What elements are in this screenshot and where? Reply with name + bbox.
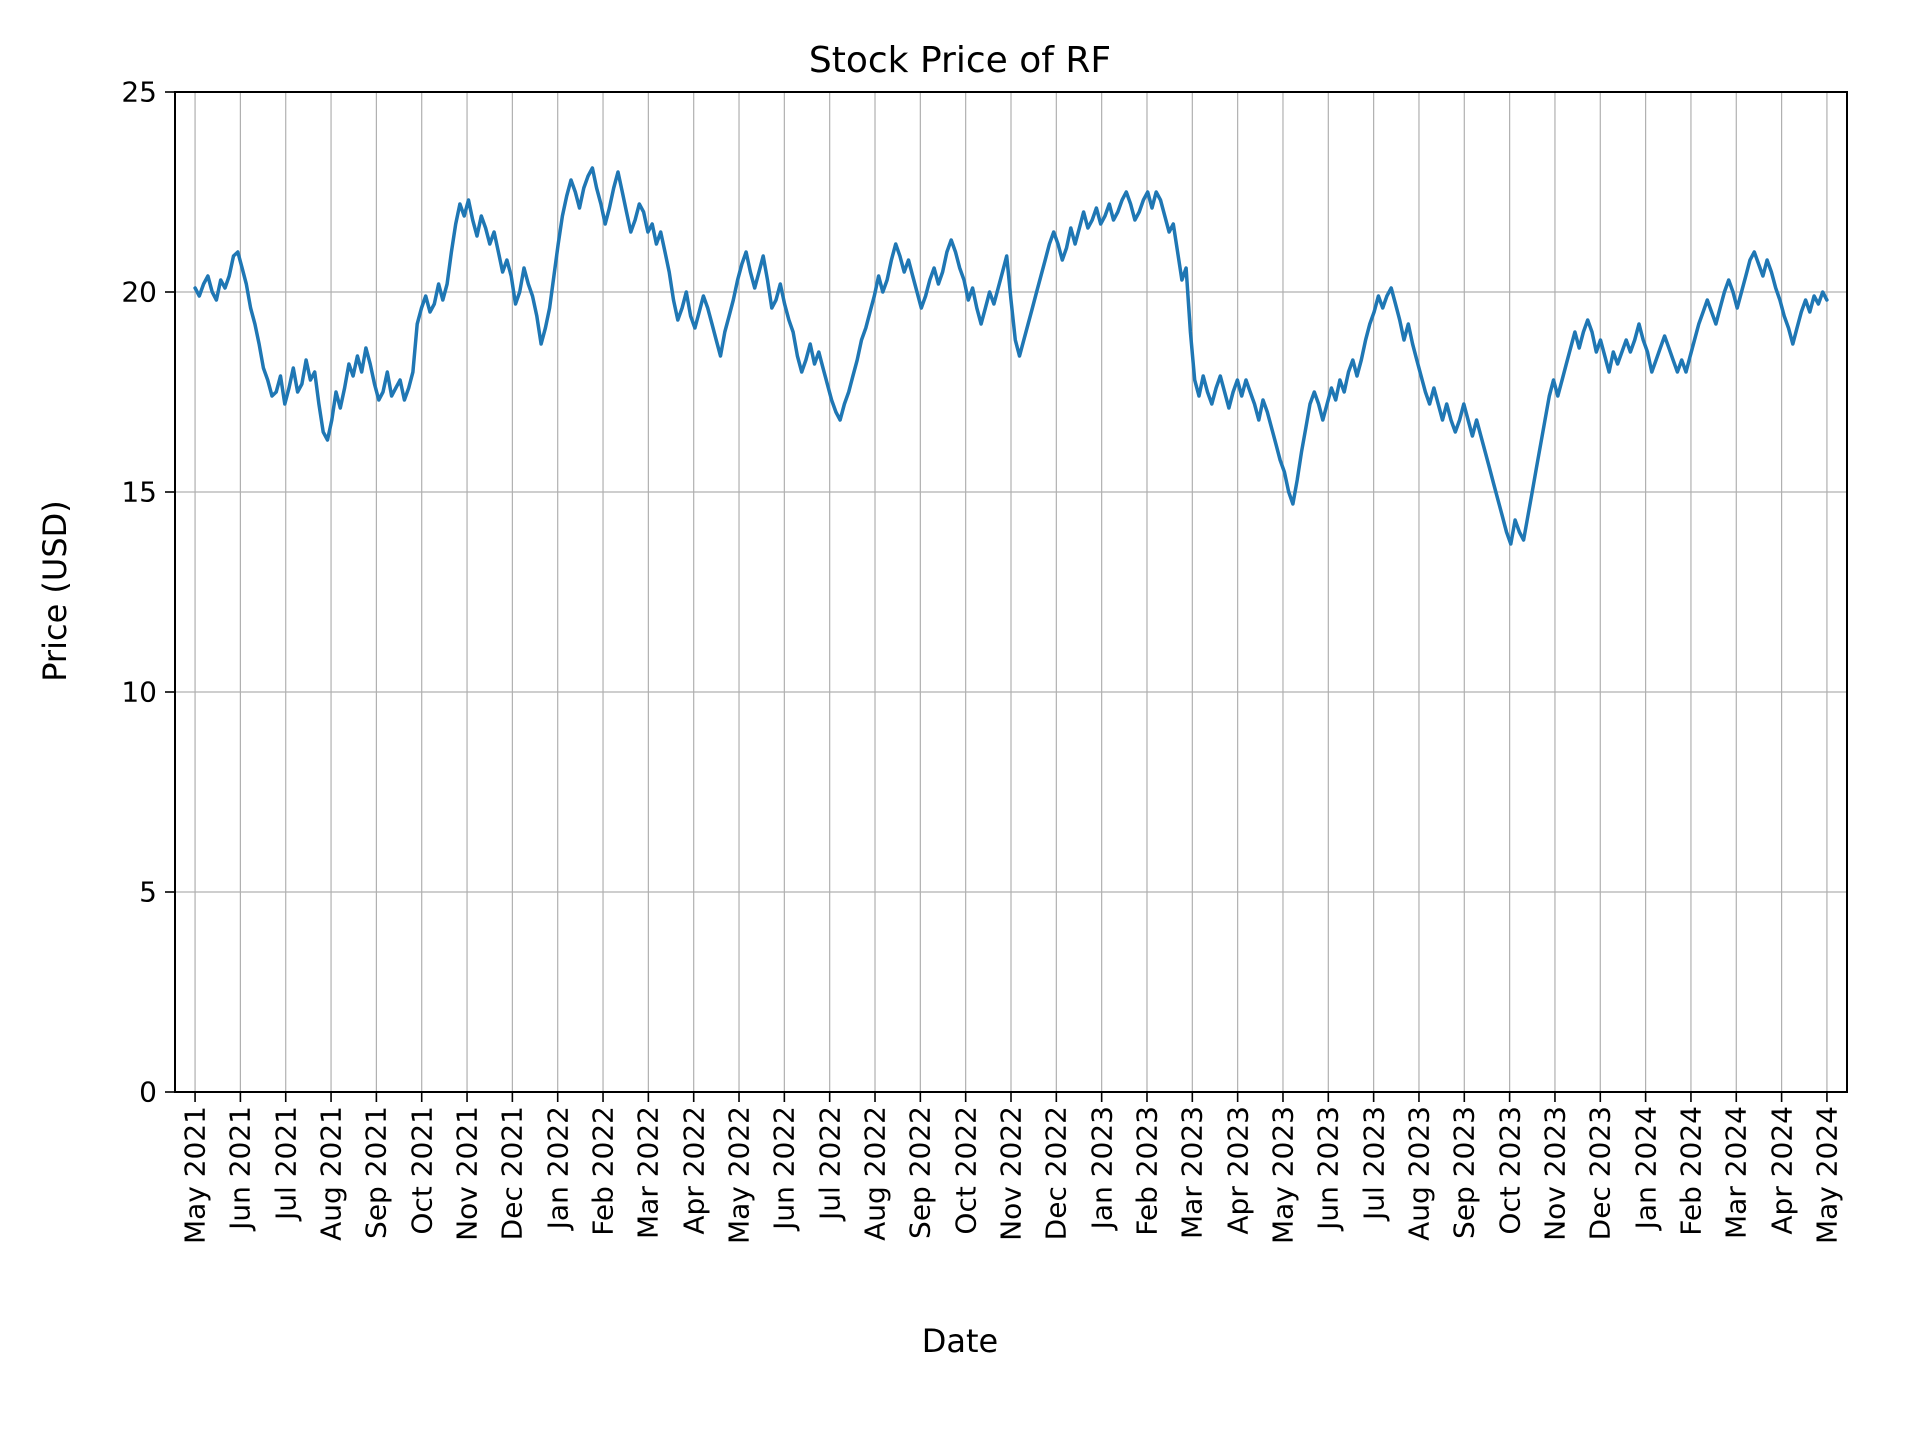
y-tick-label: 5 — [0, 876, 157, 909]
x-tick-label: Oct 2021 — [405, 1106, 438, 1235]
x-tick-label: Jul 2023 — [1357, 1106, 1390, 1220]
y-tick-label: 25 — [0, 76, 157, 109]
x-tick-label: Oct 2022 — [949, 1106, 982, 1235]
y-tick-label: 0 — [0, 1076, 157, 1109]
x-tick-label: Apr 2024 — [1765, 1106, 1798, 1235]
x-tick-label: Mar 2022 — [632, 1106, 665, 1239]
x-tick-label: Apr 2023 — [1221, 1106, 1254, 1235]
y-tick-label: 15 — [0, 476, 157, 509]
x-tick-label: Aug 2021 — [315, 1106, 348, 1241]
x-tick-label: Sep 2022 — [904, 1106, 937, 1239]
x-tick-label: Jul 2021 — [269, 1106, 302, 1220]
x-tick-label: Jun 2023 — [1312, 1106, 1345, 1230]
x-tick-label: May 2021 — [179, 1106, 212, 1244]
x-tick-label: Jun 2021 — [224, 1106, 257, 1230]
x-tick-label: Mar 2024 — [1720, 1106, 1753, 1239]
x-tick-label: Sep 2023 — [1448, 1106, 1481, 1239]
x-tick-label: Mar 2023 — [1176, 1106, 1209, 1239]
x-tick-label: Jan 2024 — [1629, 1106, 1662, 1229]
x-tick-label: Jun 2022 — [768, 1106, 801, 1230]
x-tick-label: Dec 2022 — [1040, 1106, 1073, 1240]
x-tick-label: Apr 2022 — [677, 1106, 710, 1235]
x-tick-label: May 2024 — [1810, 1106, 1843, 1244]
y-tick-label: 20 — [0, 276, 157, 309]
y-tick-label: 10 — [0, 676, 157, 709]
x-tick-label: Jan 2023 — [1085, 1106, 1118, 1229]
x-tick-label: Feb 2023 — [1130, 1106, 1163, 1236]
x-tick-label: Aug 2022 — [859, 1106, 892, 1241]
x-tick-label: Jul 2022 — [813, 1106, 846, 1220]
x-tick-label: Nov 2023 — [1538, 1106, 1571, 1241]
x-tick-label: Dec 2023 — [1584, 1106, 1617, 1240]
x-tick-label: Sep 2021 — [360, 1106, 393, 1239]
x-tick-label: Oct 2023 — [1493, 1106, 1526, 1235]
x-tick-label: May 2022 — [723, 1106, 756, 1244]
x-tick-label: Feb 2024 — [1674, 1106, 1707, 1236]
chart-figure: Stock Price of RF Price (USD) Date May 2… — [0, 0, 1920, 1440]
x-tick-label: Dec 2021 — [496, 1106, 529, 1240]
x-axis-label: Date — [0, 1322, 1920, 1360]
x-tick-label: Jan 2022 — [541, 1106, 574, 1229]
x-tick-label: Feb 2022 — [587, 1106, 620, 1236]
x-tick-label: Aug 2023 — [1402, 1106, 1435, 1241]
x-tick-label: Nov 2021 — [451, 1106, 484, 1241]
x-tick-label: May 2023 — [1266, 1106, 1299, 1244]
x-tick-label: Nov 2022 — [995, 1106, 1028, 1241]
